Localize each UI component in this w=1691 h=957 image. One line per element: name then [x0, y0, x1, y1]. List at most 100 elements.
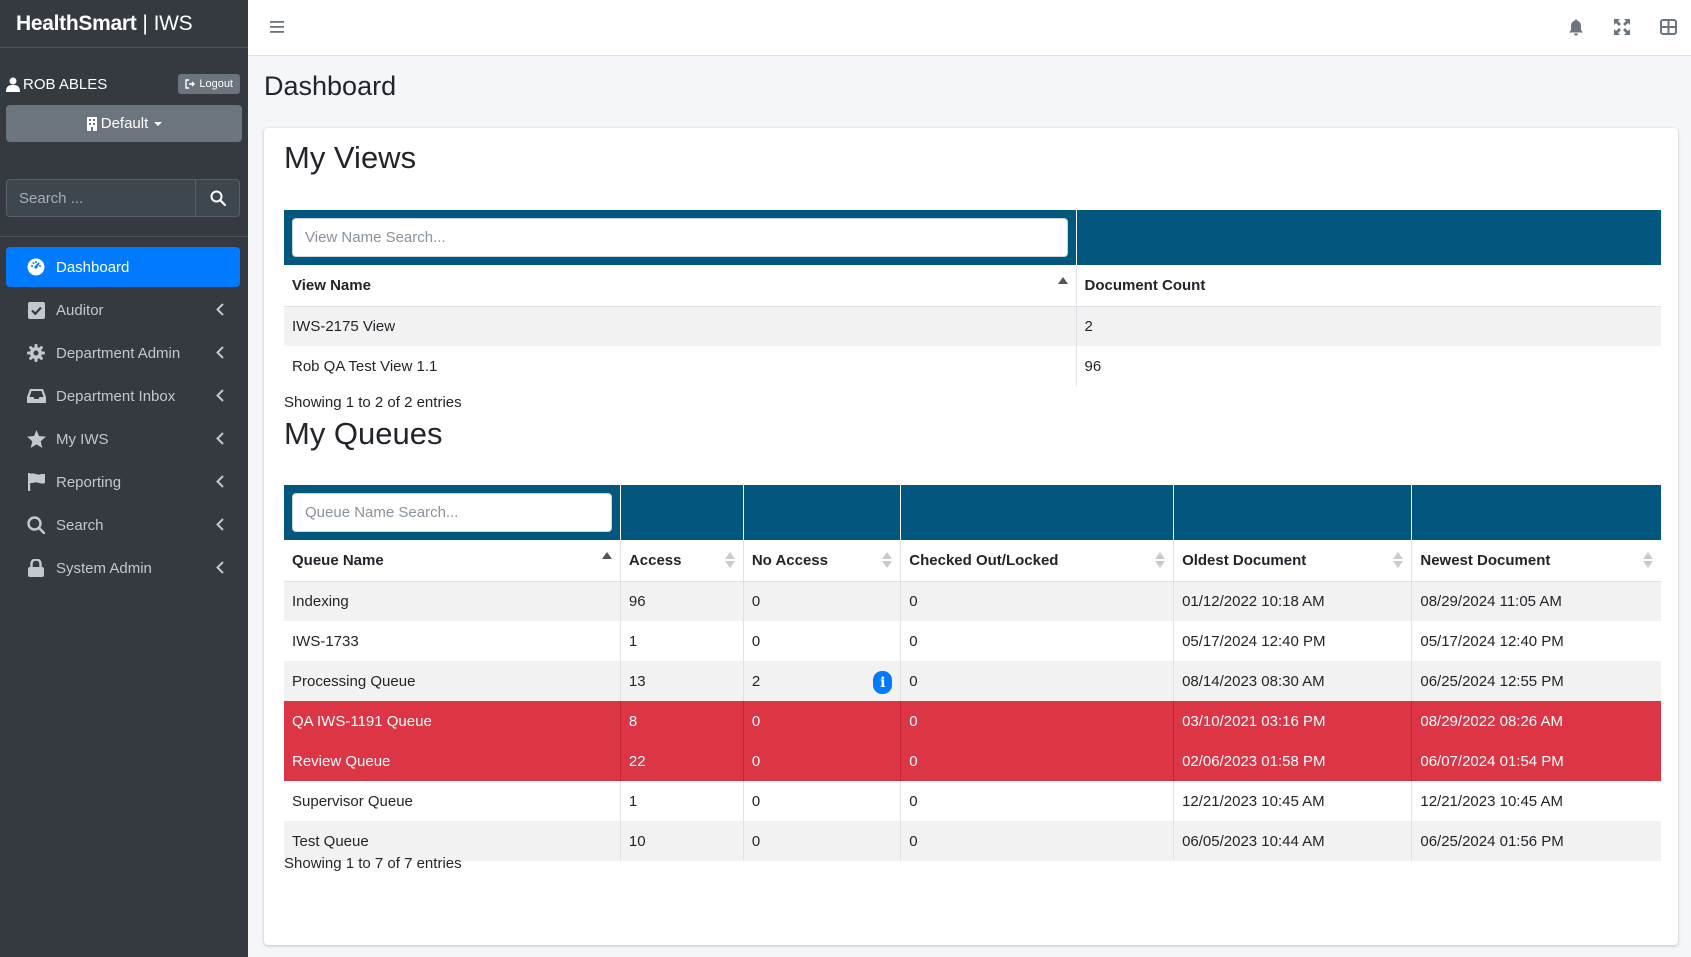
- no-access-cell: 0: [743, 741, 902, 781]
- notifications-button[interactable]: [1568, 19, 1584, 40]
- table-row[interactable]: IWS-2175 View 2: [284, 306, 1661, 346]
- cell-text: 1: [628, 792, 638, 810]
- table-row[interactable]: QA IWS-1191 Queue 8 0 0 03/10/2021 03:16 PM 0…: [284, 701, 1661, 741]
- cell-text: 0: [909, 792, 918, 810]
- view-name-cell[interactable]: IWS-2175 View: [284, 306, 1077, 346]
- no-access-cell: 0: [743, 621, 902, 661]
- cell-text: 0: [909, 592, 918, 610]
- checked-out-cell: 0: [900, 701, 1175, 741]
- column-header-newest-document[interactable]: Newest Document: [1411, 540, 1661, 582]
- fullscreen-button[interactable]: [1614, 19, 1630, 40]
- queue-name-cell[interactable]: Indexing: [284, 581, 621, 621]
- info-icon[interactable]: i: [873, 671, 893, 694]
- cell-text: Review Queue: [292, 752, 391, 770]
- table-row[interactable]: Test Queue 10 0 0 06/05/2023 10:44 AM 06/25/2…: [284, 821, 1661, 861]
- grid-icon: [1660, 19, 1677, 35]
- expand-icon: [1614, 19, 1630, 35]
- chevron-left-icon: [216, 518, 224, 531]
- oldest-document-cell: 12/21/2023 10:45 AM: [1173, 781, 1413, 821]
- nav-item-my-iws[interactable]: My IWS: [6, 419, 240, 459]
- nav-label: Department Inbox: [56, 387, 176, 405]
- chevron-left-icon: [216, 561, 224, 574]
- brand-product: IWS: [153, 11, 193, 35]
- nav-label: My IWS: [56, 430, 109, 448]
- nav-item-auditor[interactable]: Auditor: [6, 290, 240, 330]
- access-cell: 1: [620, 621, 744, 661]
- cell-text: 06/25/2024 12:55 PM: [1420, 672, 1564, 690]
- cell-text: 1: [628, 632, 638, 650]
- table-row[interactable]: Review Queue 22 0 0 02/06/2023 01:58 PM 06/07…: [284, 741, 1661, 781]
- nav-label: Search: [56, 516, 104, 534]
- cell-text: 01/12/2022 10:18 AM: [1182, 592, 1325, 610]
- table-row[interactable]: IWS-1733 1 0 0 05/17/2024 12:40 PM 05/17/2024…: [284, 621, 1661, 661]
- queue-name-search-input[interactable]: [292, 493, 612, 532]
- logout-button[interactable]: Logout: [178, 74, 240, 94]
- queue-name-cell[interactable]: Supervisor Queue: [284, 781, 621, 821]
- sidebar-search-input[interactable]: [6, 179, 195, 217]
- column-header-no-access[interactable]: No Access: [743, 540, 902, 582]
- sort-icon: [1643, 552, 1653, 568]
- cell-text: 02/06/2023 01:58 PM: [1182, 752, 1326, 770]
- cell-text: 06/07/2024 01:54 PM: [1420, 752, 1564, 770]
- nav-item-dashboard[interactable]: Dashboard: [6, 247, 240, 287]
- user-info: ROB ABLES: [6, 76, 107, 93]
- views-entries-info: Showing 1 to 2 of 2 entries: [284, 394, 462, 411]
- cell-text: 0: [751, 632, 761, 650]
- access-cell: 1: [620, 781, 744, 821]
- table-row[interactable]: Indexing 96 0 0 01/12/2022 10:18 AM 08/29/202…: [284, 581, 1661, 621]
- cell-text: 10: [628, 832, 646, 850]
- column-header-document-count: Document Count: [1076, 265, 1661, 307]
- access-cell: 96: [620, 581, 744, 621]
- cell-text: 05/17/2024 12:40 PM: [1420, 632, 1564, 650]
- access-cell: 13: [620, 661, 744, 701]
- column-header-queue-name[interactable]: Queue Name: [284, 540, 621, 582]
- column-header-oldest-document[interactable]: Oldest Document: [1173, 540, 1413, 582]
- bell-icon: [1569, 19, 1583, 36]
- sort-icon: [724, 552, 735, 568]
- brand-logo[interactable]: HealthSmart | IWS: [0, 0, 248, 48]
- queue-name-cell[interactable]: Review Queue: [284, 741, 621, 781]
- nav-item-department-admin[interactable]: Department Admin: [6, 333, 240, 373]
- view-name-search-input[interactable]: [292, 218, 1068, 257]
- nav-item-department-inbox[interactable]: Department Inbox: [6, 376, 240, 416]
- nav-item-search[interactable]: Search: [6, 505, 240, 545]
- oldest-document-cell: 08/14/2023 08:30 AM: [1173, 661, 1413, 701]
- table-row[interactable]: Processing Queue 13 2 i 0 08/14/2023 08:30 AM…: [284, 661, 1661, 701]
- queue-name-cell[interactable]: Processing Queue: [284, 661, 621, 701]
- search-icon: [210, 190, 226, 206]
- nav-label: System Admin: [56, 559, 152, 577]
- caret-down-icon: [154, 121, 163, 126]
- nav-item-reporting[interactable]: Reporting: [6, 462, 240, 502]
- my-views-table: View Name Document Count IWS-2175 View 2…: [284, 210, 1661, 386]
- column-header-checked-out[interactable]: Checked Out/Locked: [900, 540, 1175, 582]
- sort-icon: [1155, 552, 1166, 568]
- checked-out-cell: 0: [900, 581, 1175, 621]
- brand-name: HealthSmart: [16, 11, 137, 35]
- chevron-left-icon: [216, 346, 224, 359]
- nav-item-system-admin[interactable]: System Admin: [6, 548, 240, 588]
- queue-name-cell[interactable]: QA IWS-1191 Queue: [284, 701, 621, 741]
- cell-text: 0: [909, 752, 918, 770]
- table-row[interactable]: Supervisor Queue 1 0 0 12/21/2023 10:45 AM 12…: [284, 781, 1661, 821]
- department-dropdown[interactable]: Default: [6, 105, 242, 142]
- queues-search-row: [284, 485, 1661, 540]
- queue-name-cell[interactable]: Test Queue: [284, 821, 621, 861]
- sidebar-toggle-button[interactable]: [270, 20, 284, 37]
- newest-document-cell: 05/17/2024 12:40 PM: [1411, 621, 1661, 661]
- column-header-access[interactable]: Access: [620, 540, 744, 582]
- queue-name-cell[interactable]: IWS-1733: [284, 621, 621, 661]
- cell-text: Indexing: [292, 592, 349, 610]
- hamburger-icon: [270, 21, 284, 33]
- view-name-cell[interactable]: Rob QA Test View 1.1: [284, 346, 1077, 386]
- queues-entries-info: Showing 1 to 7 of 7 entries: [284, 855, 462, 872]
- grid-layout-button[interactable]: [1660, 19, 1677, 40]
- nav-label: Auditor: [56, 301, 104, 319]
- views-header-row: View Name Document Count: [284, 265, 1661, 307]
- views-search-row: [284, 210, 1661, 265]
- sidebar-search-button[interactable]: [195, 179, 240, 217]
- my-queues-table: Queue Name Access No Access Checked Out/…: [284, 485, 1661, 861]
- access-cell: 22: [620, 741, 744, 781]
- column-header-view-name[interactable]: View Name: [284, 265, 1077, 307]
- building-icon: [86, 116, 97, 131]
- table-row[interactable]: Rob QA Test View 1.1 96: [284, 346, 1661, 386]
